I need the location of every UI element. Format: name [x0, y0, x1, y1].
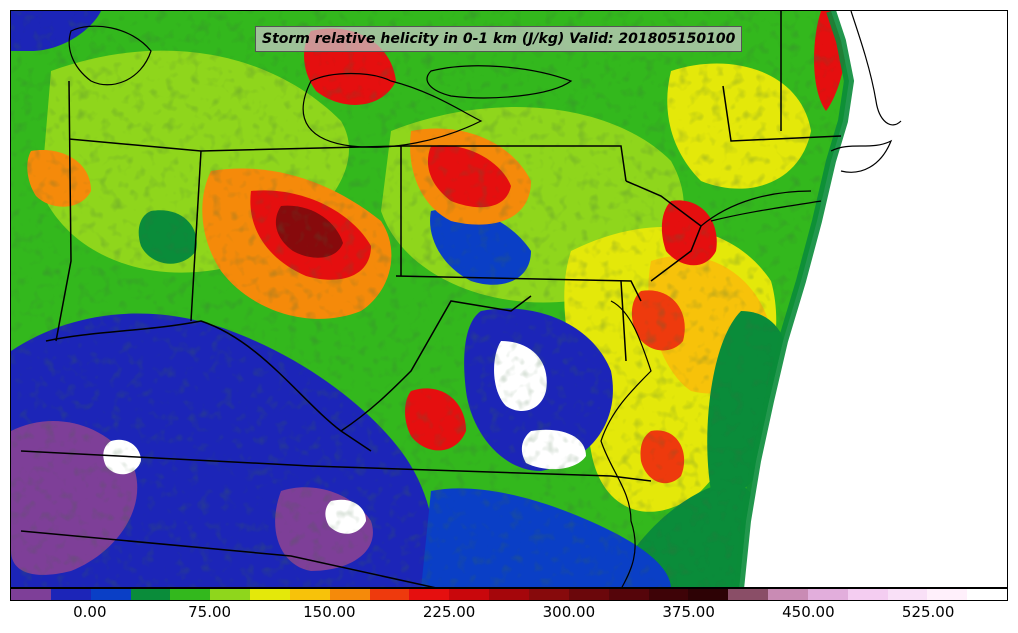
- colorbar-segment: [847, 589, 888, 600]
- border-pa-md: [395, 275, 642, 302]
- colorbar-segment: [887, 589, 928, 600]
- colorbar-segment: [329, 589, 370, 600]
- colorbar-segment: [927, 589, 968, 600]
- coastlines: [68, 11, 902, 587]
- colorbar-segment: [250, 589, 290, 600]
- colorbar-tick-label: 300.00: [542, 603, 596, 621]
- colorbar-segment: [289, 589, 330, 600]
- colorbar: [10, 588, 1008, 601]
- colorbar-tick-label: 525.00: [901, 603, 955, 621]
- colorbar-segment: [688, 589, 729, 600]
- map-panel: Storm relative helicity in 0-1 km (J/kg)…: [10, 10, 1008, 588]
- colorbar-segment: [90, 589, 131, 600]
- helicity-map: [11, 11, 902, 587]
- lake-ontario-outline: [426, 65, 573, 99]
- colorbar-segment: [768, 589, 808, 600]
- colorbar-segment: [50, 589, 91, 600]
- colorbar-segment: [728, 589, 769, 600]
- colorbar-tick-labels: 0.00 75.00 150.00 225.00 300.00 375.00 450.00 5…: [10, 603, 1008, 625]
- border-ky-oh: [45, 320, 372, 452]
- border-tn-south: [20, 530, 436, 587]
- colorbar-segment: [170, 589, 211, 600]
- colorbar-tick-label: 150.00: [303, 603, 356, 621]
- colorbar-segment: [967, 589, 1008, 600]
- border-mi-oh: [68, 138, 402, 276]
- lake-erie-outline: [302, 72, 483, 148]
- border-il-in: [55, 80, 72, 342]
- border-ny-pa: [401, 145, 627, 182]
- colorbar-segment: [489, 589, 529, 600]
- colorbar-segment: [568, 589, 609, 600]
- border-new-england: [722, 85, 842, 142]
- colorbar-tick-label: 225.00: [422, 603, 476, 621]
- border-wv-va: [340, 295, 532, 432]
- maine-coast: [850, 11, 902, 126]
- colorbar-tick-label: 0.00: [73, 603, 107, 621]
- colorbar-segment: [130, 589, 171, 600]
- field-texture: [11, 11, 849, 587]
- colorbar-segment: [449, 589, 490, 600]
- colorbar-tick-label: 450.00: [782, 603, 835, 621]
- colorbar-segment: [210, 589, 251, 600]
- chesapeake-coast: [600, 300, 652, 587]
- colorbar-segment: [528, 589, 569, 600]
- lake-michigan-outline: [68, 25, 152, 86]
- border-de-md: [620, 280, 627, 362]
- colorbar-tick-label: 375.00: [662, 603, 715, 621]
- state-borders: [20, 11, 842, 587]
- map-title: Storm relative helicity in 0-1 km (J/kg)…: [255, 26, 743, 52]
- colorbar-tick-label: 75.00: [188, 603, 232, 621]
- colorbar-segment: [608, 589, 649, 600]
- cape-cod-coast: [830, 139, 893, 173]
- colorbar-segment: [807, 589, 848, 600]
- border-va-nc: [20, 450, 652, 482]
- colorbar-segment: [648, 589, 689, 600]
- long-island-coast: [700, 190, 822, 227]
- helicity-field: [11, 11, 849, 587]
- domain-edge: [734, 11, 855, 587]
- colorbar-segment: [409, 589, 450, 600]
- border-in-oh: [190, 150, 202, 322]
- colorbar-segment: [369, 589, 410, 600]
- colorbar-segment: [11, 589, 51, 600]
